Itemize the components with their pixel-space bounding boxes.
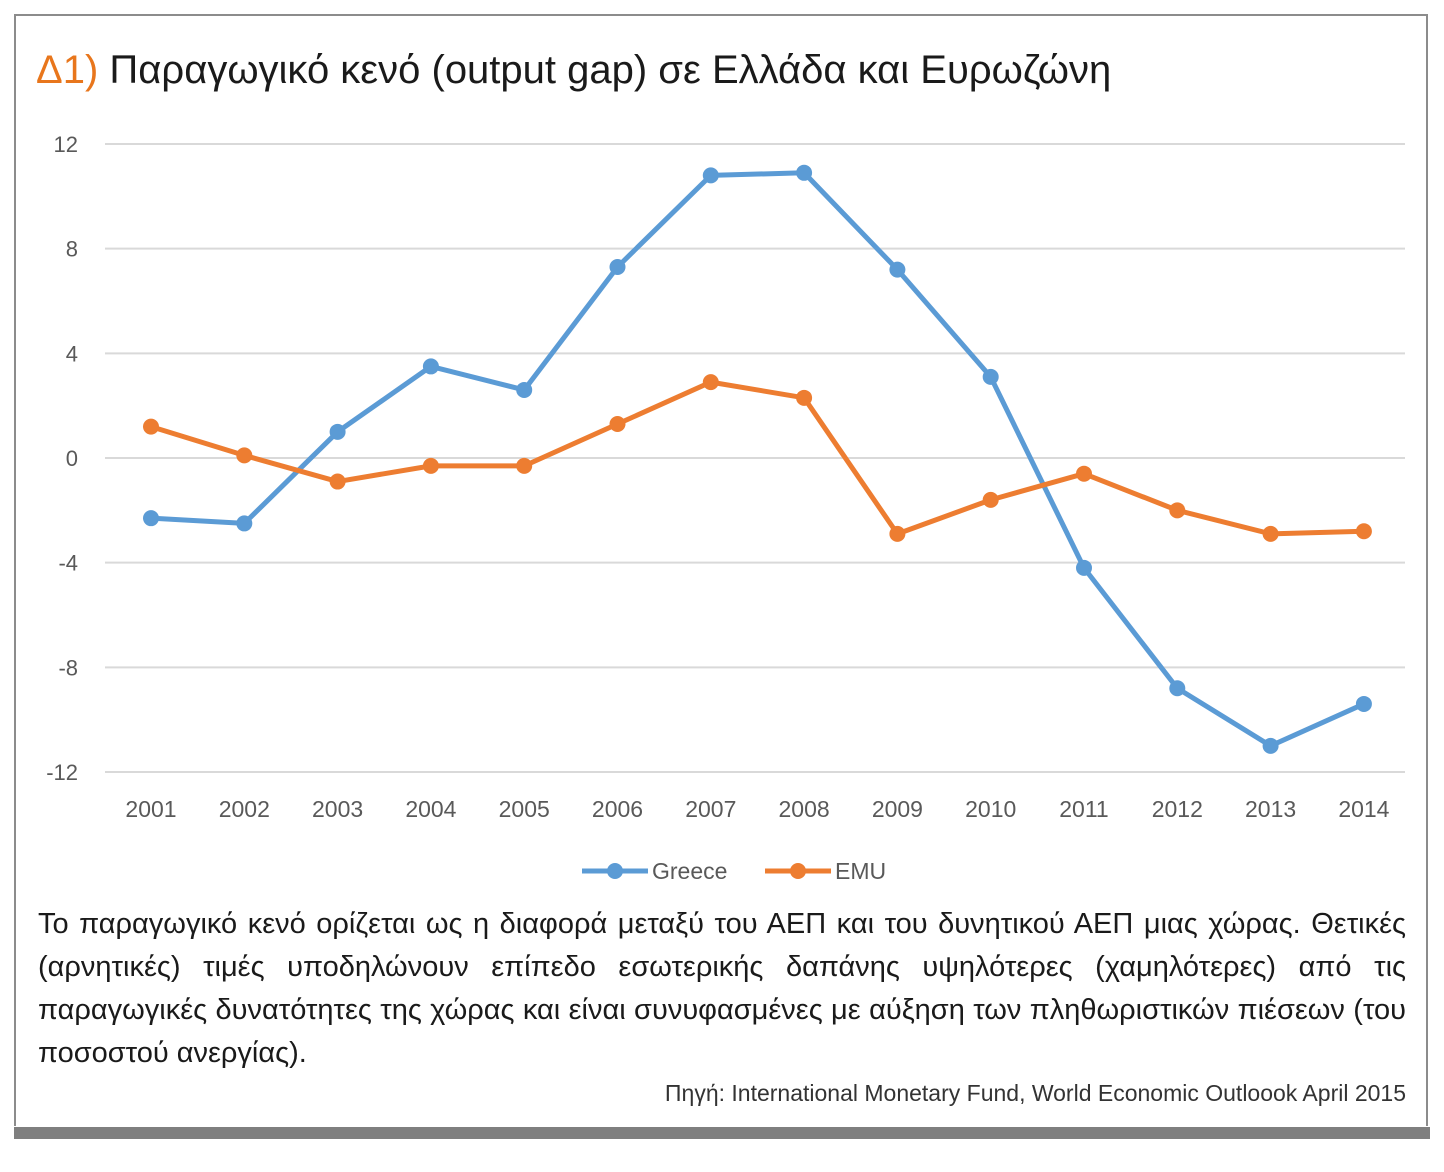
grid-lines <box>105 143 1405 773</box>
x-tick-label: 2007 <box>685 796 736 822</box>
data-point-greece <box>236 515 253 532</box>
data-point-greece <box>609 258 626 275</box>
x-tick-label: 2014 <box>1338 796 1389 822</box>
x-tick-label: 2005 <box>499 796 550 822</box>
figure-title-text: Παραγωγικό κενό (output gap) σε Ελλάδα κ… <box>109 48 1112 92</box>
y-tick-label: -8 <box>58 655 78 680</box>
y-tick-label: -4 <box>58 551 78 576</box>
figure-frame <box>14 14 1428 1126</box>
legend-marker-greece <box>607 863 623 879</box>
data-point-emu <box>422 457 439 474</box>
x-tick-label: 2010 <box>965 796 1016 822</box>
data-point-greece <box>702 167 719 184</box>
legend-label-emu: EMU <box>835 858 886 884</box>
data-point-emu <box>702 374 719 391</box>
x-tick-label: 2008 <box>779 796 830 822</box>
data-point-emu <box>143 418 159 435</box>
figure-number: Δ1) <box>36 48 99 92</box>
legend-marker-emu <box>790 863 806 879</box>
bottom-bar <box>14 1127 1430 1139</box>
y-tick-label: -12 <box>46 760 78 785</box>
data-point-emu <box>329 473 346 490</box>
x-tick-label: 2012 <box>1152 796 1203 822</box>
figure-title: Δ1) Παραγωγικό κενό (output gap) σε Ελλά… <box>36 48 1111 93</box>
data-point-emu <box>516 457 533 474</box>
y-tick-label: 4 <box>66 341 78 366</box>
data-point-emu <box>889 525 906 542</box>
data-point-greece <box>1355 695 1372 712</box>
data-point-greece <box>143 510 159 527</box>
data-point-greece <box>889 261 906 278</box>
y-tick-label: 8 <box>66 237 78 262</box>
data-point-emu <box>1169 502 1186 519</box>
x-tick-label: 2002 <box>219 796 270 822</box>
data-point-emu <box>1262 525 1279 542</box>
data-point-emu <box>236 447 253 464</box>
x-tick-label: 2003 <box>312 796 363 822</box>
data-point-greece <box>329 423 346 440</box>
series-group <box>143 164 1372 754</box>
x-tick-label: 2004 <box>405 796 456 822</box>
data-point-emu <box>609 415 626 432</box>
source-note: Πηγή: International Monetary Fund, World… <box>664 1080 1406 1106</box>
x-tick-label: 2006 <box>592 796 643 822</box>
y-axis-ticks: 12 8 4 0 -4 -8 -12 <box>46 132 78 785</box>
legend-label-greece: Greece <box>652 858 727 884</box>
data-point-emu <box>982 491 999 508</box>
data-point-emu <box>796 389 813 406</box>
x-axis-ticks: 2001 2002 2003 2004 2005 2006 2007 2008 2009 2010… <box>125 796 1389 822</box>
data-point-greece <box>422 358 439 375</box>
x-tick-label: 2001 <box>125 796 176 822</box>
y-tick-label: 12 <box>54 132 78 157</box>
data-point-emu <box>1076 465 1092 482</box>
data-point-greece <box>1076 559 1092 576</box>
y-tick-label: 0 <box>66 446 78 471</box>
data-point-greece <box>982 368 999 385</box>
description-text: Το παραγωγικό κενό ορίζεται ως η διαφορά… <box>38 908 1406 1069</box>
series-line-emu <box>150 379 1364 537</box>
x-tick-label: 2011 <box>1059 796 1108 822</box>
data-point-greece <box>1262 737 1279 754</box>
data-point-greece <box>1169 680 1186 697</box>
data-point-emu <box>1355 523 1372 540</box>
data-point-greece <box>516 381 533 398</box>
legend: Greece EMU <box>582 858 886 884</box>
series-line-greece <box>150 170 1365 749</box>
x-tick-label: 2013 <box>1245 796 1296 822</box>
data-point-greece <box>796 164 813 181</box>
x-tick-label: 2009 <box>872 796 923 822</box>
